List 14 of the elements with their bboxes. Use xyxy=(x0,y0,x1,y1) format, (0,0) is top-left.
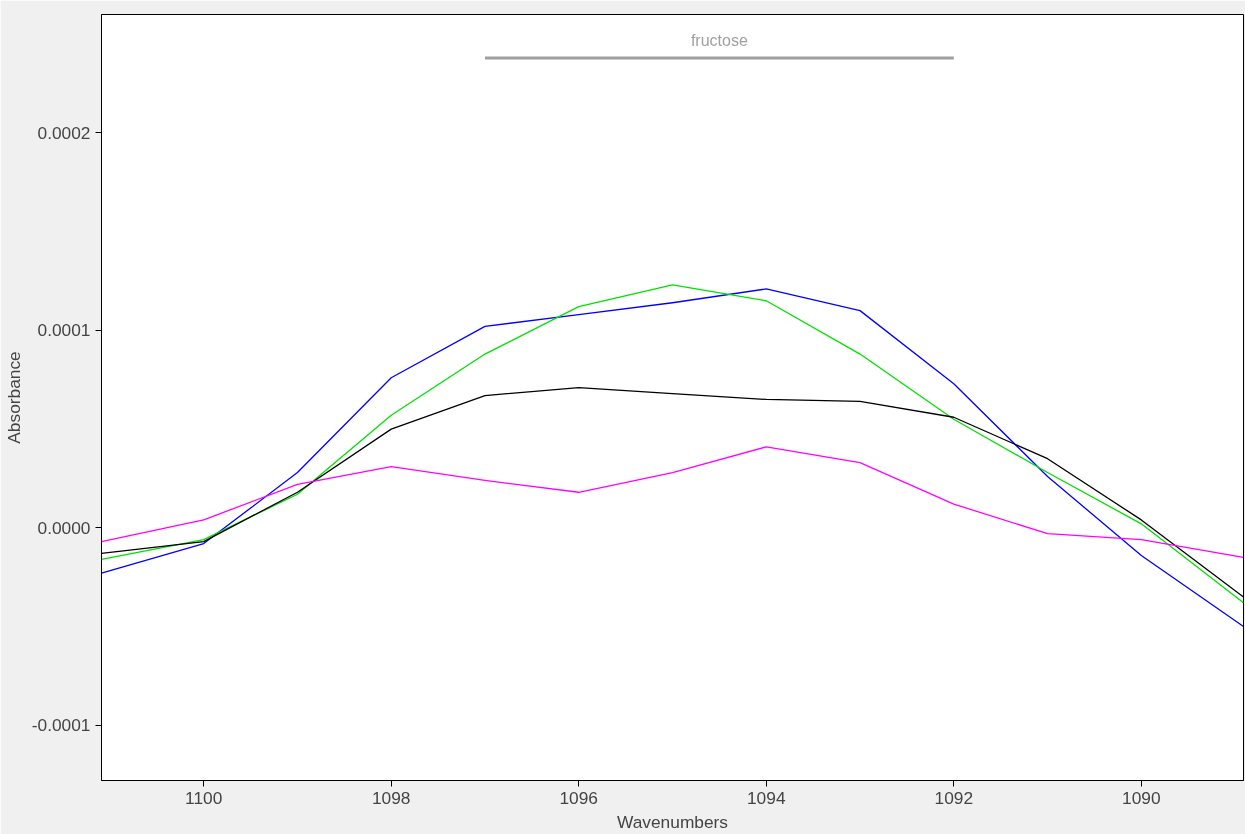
x-tick-label: 1098 xyxy=(371,787,411,808)
y-axis-title: Absorbance xyxy=(3,351,24,444)
y-tick-label: 0.0000 xyxy=(37,517,91,538)
x-tick-label: 1094 xyxy=(746,787,786,808)
x-tick-label: 1092 xyxy=(934,787,974,808)
x-tick-label: 1096 xyxy=(559,787,599,808)
series-label: fructose xyxy=(690,31,748,49)
y-tick-label: -0.0001 xyxy=(31,715,91,736)
x-axis-title: Wavenumbers xyxy=(616,811,729,832)
y-tick-label: 0.0002 xyxy=(37,122,91,143)
x-tick-label: 1100 xyxy=(185,787,223,808)
y-tick-label: 0.0001 xyxy=(37,320,91,341)
line-series xyxy=(101,446,1244,559)
x-tick-label: 1090 xyxy=(1122,787,1161,808)
